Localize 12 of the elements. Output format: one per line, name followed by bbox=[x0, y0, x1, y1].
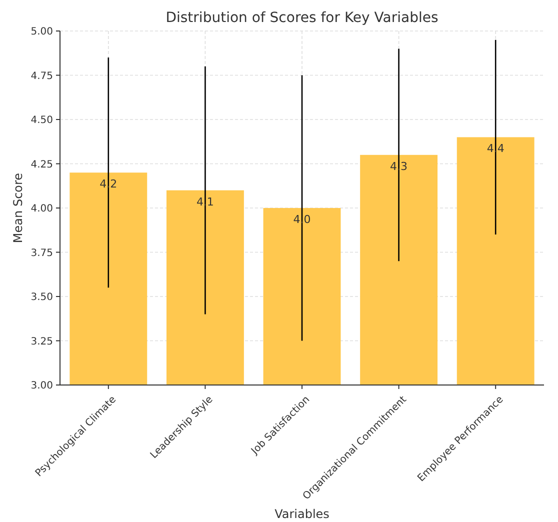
y-tick-label: 4.25 bbox=[30, 159, 53, 170]
y-tick-label: 3.00 bbox=[30, 380, 53, 392]
chart-title: Distribution of Scores for Key Variables bbox=[166, 10, 438, 26]
y-tick-label: 3.75 bbox=[30, 248, 53, 259]
y-tick-label: 5.00 bbox=[30, 26, 53, 38]
x-axis-title: Variables bbox=[274, 507, 330, 521]
y-axis-title: Mean Score bbox=[11, 172, 25, 244]
y-tick-label: 4.00 bbox=[30, 204, 53, 214]
y-tick-label: 4.50 bbox=[30, 115, 53, 126]
y-tick-label: 3.25 bbox=[30, 336, 53, 348]
y-tick-label: 4.75 bbox=[30, 70, 53, 82]
y-tick-label: 3.50 bbox=[30, 292, 53, 303]
